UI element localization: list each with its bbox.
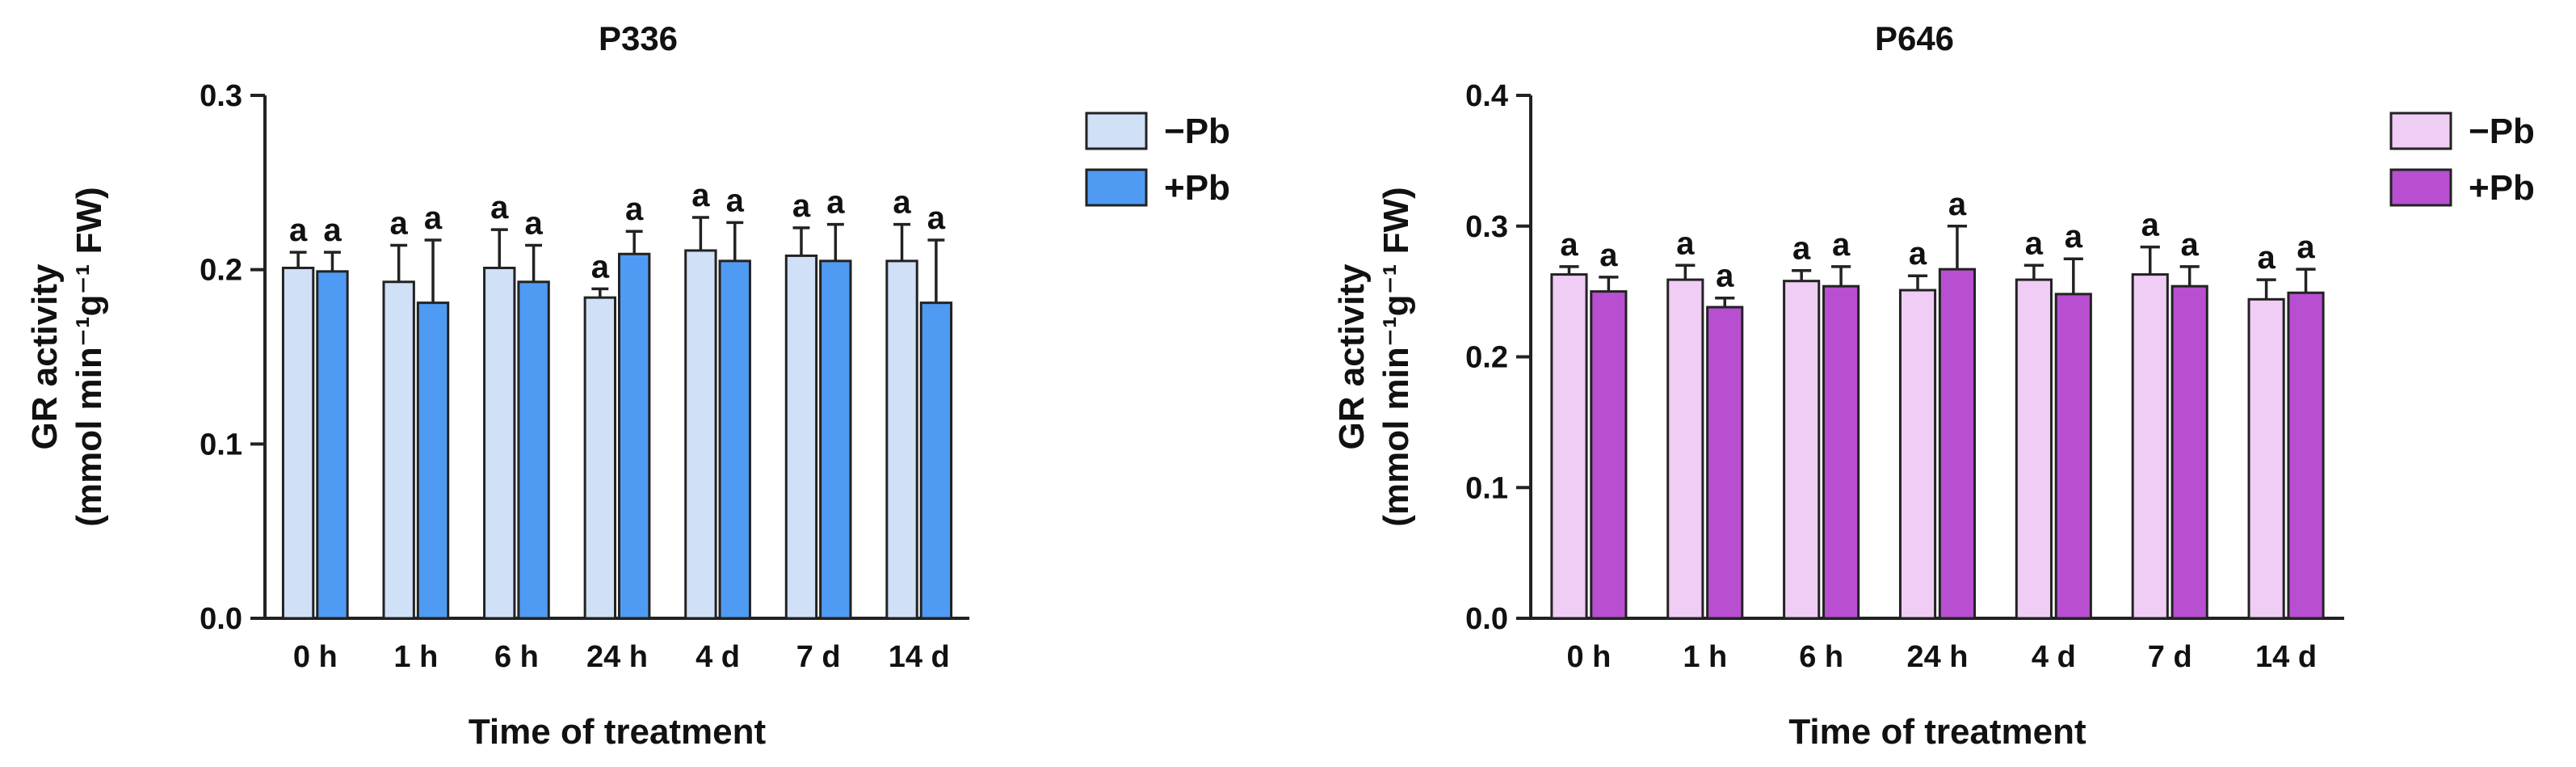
significance-label: a: [691, 178, 710, 213]
bar: [316, 270, 349, 620]
x-tick-label: 24 h: [586, 640, 648, 674]
x-tick-label: 24 h: [1906, 640, 1968, 674]
significance-label: a: [792, 188, 811, 224]
bar: [1550, 273, 1588, 620]
x-tick-label: 0 h: [293, 640, 338, 674]
legend-label: −Pb: [1164, 112, 1230, 151]
bar: [517, 280, 550, 620]
x-tick-label: 7 d: [796, 640, 841, 674]
significance-label: a: [2181, 227, 2200, 263]
bar: [919, 301, 953, 620]
bar: [483, 267, 516, 620]
y-tick-label: 0.0: [1465, 602, 1508, 636]
significance-label: a: [826, 185, 845, 221]
x-tick-label: 6 h: [1799, 640, 1843, 674]
x-axis-label: Time of treatment: [469, 712, 767, 752]
significance-label: a: [726, 183, 745, 218]
x-tick-label: 0 h: [1566, 640, 1611, 674]
bar: [1783, 280, 1821, 620]
significance-label: a: [1832, 227, 1851, 263]
y-axis-label: GR activity: [1332, 263, 1372, 449]
y-axis-unit-label: (mmol min⁻¹g⁻¹ FW): [1376, 187, 1416, 526]
y-tick-label: 0.3: [1465, 210, 1508, 244]
significance-label: a: [893, 185, 911, 221]
bar: [885, 259, 918, 620]
chart-p336: P336 0.0 0.1 0.2 0.3 GR activity (mmol min⁻¹g⁻…: [25, 19, 1230, 752]
significance-label: a: [591, 249, 610, 284]
significance-label: a: [1948, 187, 1967, 222]
y-axis-label: GR activity: [25, 263, 65, 449]
legend-swatch: [2389, 112, 2452, 150]
significance-label: a: [2257, 240, 2276, 276]
significance-label: a: [2141, 208, 2160, 243]
y-tick-label: 0.3: [200, 79, 242, 113]
x-tick-label: 4 d: [695, 640, 740, 674]
bar: [617, 252, 651, 620]
x-tick-label: 7 d: [2148, 640, 2192, 674]
legend-label: −Pb: [2469, 112, 2535, 151]
significance-label: a: [390, 205, 409, 241]
bar: [784, 254, 818, 620]
bar: [1590, 290, 1628, 620]
y-tick-label: 0.0: [200, 602, 242, 636]
bar: [2170, 284, 2208, 620]
y-tick-label: 0.2: [1465, 341, 1508, 375]
y-axis-unit-label: (mmol min⁻¹g⁻¹ FW): [69, 187, 109, 526]
bar: [1822, 284, 1860, 620]
bar: [2054, 293, 2092, 620]
y-tick-label: 0.4: [1465, 79, 1508, 113]
x-tick-label: 1 h: [393, 640, 438, 674]
legend-swatch: [2389, 168, 2452, 207]
x-tick-label: 14 d: [889, 640, 950, 674]
significance-label: a: [1560, 227, 1578, 263]
y-tick-label: 0.1: [1465, 471, 1508, 505]
significance-label: a: [1909, 236, 1927, 272]
bar: [2015, 278, 2053, 620]
bar: [718, 259, 751, 620]
significance-label: a: [524, 205, 543, 241]
significance-label: a: [1716, 259, 1734, 294]
y-tick-label: 0.2: [200, 254, 242, 288]
significance-label: a: [1792, 231, 1811, 267]
chart-p646: P646 0.0 0.1 0.2 0.3 0.4 GR activity (mmol min⁻…: [1332, 19, 2535, 752]
bar: [1938, 268, 1977, 620]
bar: [819, 259, 852, 620]
significance-label: a: [927, 200, 946, 236]
significance-label: a: [2025, 225, 2044, 261]
bar: [2247, 297, 2285, 620]
y-tick-label: 0.1: [200, 428, 242, 461]
significance-label: a: [323, 213, 342, 248]
legend-swatch: [1085, 168, 1148, 207]
bar: [2131, 273, 2169, 620]
bar: [1898, 289, 1937, 620]
x-tick-label: 4 d: [2032, 640, 2076, 674]
significance-label: a: [289, 213, 308, 248]
significance-label: a: [490, 190, 509, 225]
bar: [2287, 291, 2325, 620]
significance-label: a: [1676, 225, 1695, 261]
significance-label: a: [424, 200, 443, 236]
legend-label: +Pb: [2469, 168, 2535, 208]
x-axis-label: Time of treatment: [1788, 712, 2086, 752]
legend-label: +Pb: [1164, 168, 1230, 208]
bar: [382, 280, 415, 620]
chart-title: P646: [1875, 19, 1954, 57]
bar: [281, 267, 315, 620]
bar: [684, 249, 717, 620]
legend-swatch: [1085, 112, 1148, 150]
bar: [416, 301, 450, 620]
significance-label: a: [1599, 238, 1618, 273]
x-tick-label: 14 d: [2255, 640, 2317, 674]
x-tick-label: 6 h: [494, 640, 539, 674]
significance-label: a: [2065, 219, 2083, 255]
bar: [1706, 306, 1744, 620]
significance-label: a: [2297, 230, 2315, 265]
bar: [583, 296, 617, 620]
significance-label: a: [625, 192, 644, 227]
chart-title: P336: [599, 19, 678, 57]
x-tick-label: 1 h: [1683, 640, 1727, 674]
bar: [1666, 278, 1704, 620]
